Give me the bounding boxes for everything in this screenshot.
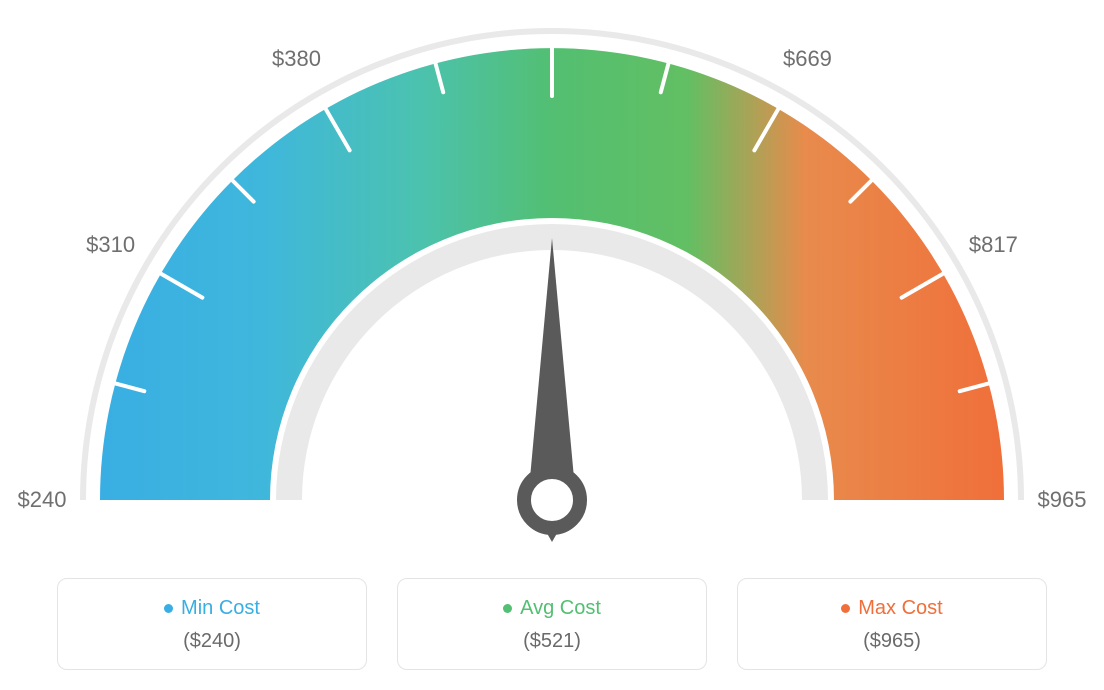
legend-title-min: Min Cost (164, 597, 260, 620)
gauge-tick-label: $817 (969, 232, 1018, 258)
legend-row: Min Cost ($240) Avg Cost ($521) Max Cost… (0, 578, 1104, 670)
legend-value-avg: ($521) (408, 630, 696, 653)
gauge-tick-label: $965 (1038, 487, 1087, 513)
gauge-tick-label: $380 (272, 46, 321, 72)
dot-icon-avg (503, 604, 512, 613)
gauge-tick-label: $240 (18, 487, 67, 513)
gauge-svg (0, 0, 1104, 560)
gauge-tick-label: $310 (86, 232, 135, 258)
legend-title-max-text: Max Cost (858, 597, 942, 620)
legend-card-avg: Avg Cost ($521) (397, 578, 707, 670)
dot-icon-max (841, 604, 850, 613)
legend-title-max: Max Cost (841, 597, 942, 620)
legend-card-max: Max Cost ($965) (737, 578, 1047, 670)
legend-card-min: Min Cost ($240) (57, 578, 367, 670)
gauge-tick-label: $521 (528, 0, 577, 3)
legend-title-avg-text: Avg Cost (520, 597, 601, 620)
gauge-chart: $240 $310 $380 $521 $669 $817 $965 (0, 0, 1104, 560)
gauge-tick-label: $669 (783, 46, 832, 72)
legend-value-min: ($240) (68, 630, 356, 653)
legend-value-max: ($965) (748, 630, 1036, 653)
cost-gauge-container: $240 $310 $380 $521 $669 $817 $965 Min Cost ($… (0, 0, 1104, 690)
dot-icon-min (164, 604, 173, 613)
legend-title-min-text: Min Cost (181, 597, 260, 620)
legend-title-avg: Avg Cost (503, 597, 601, 620)
